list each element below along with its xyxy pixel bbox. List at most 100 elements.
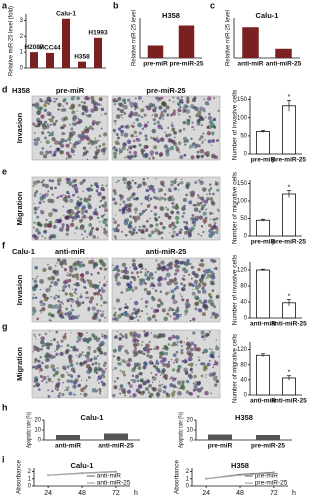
cell bbox=[121, 230, 124, 233]
cell bbox=[69, 297, 71, 300]
cell bbox=[86, 187, 92, 192]
cell bbox=[183, 104, 188, 108]
cell bbox=[132, 307, 137, 312]
cell bbox=[181, 298, 185, 302]
cell bbox=[95, 121, 100, 126]
cell bbox=[165, 133, 169, 138]
cell bbox=[140, 150, 143, 153]
cell bbox=[41, 146, 45, 150]
y-tick-label: 0 bbox=[38, 438, 42, 444]
cell bbox=[50, 275, 56, 281]
cell bbox=[154, 319, 158, 322]
bar bbox=[46, 52, 54, 68]
cell bbox=[85, 114, 88, 116]
cell bbox=[77, 301, 82, 306]
cell bbox=[125, 289, 128, 292]
cell bbox=[62, 336, 64, 338]
chart-title: H358 bbox=[235, 413, 253, 422]
cell bbox=[78, 314, 81, 317]
cell bbox=[70, 304, 73, 307]
cell bbox=[137, 366, 142, 370]
cell bbox=[147, 199, 150, 202]
cell bbox=[180, 96, 183, 98]
cell bbox=[35, 378, 38, 382]
cell bbox=[66, 298, 71, 303]
cell bbox=[145, 305, 148, 308]
cell bbox=[193, 96, 197, 100]
cell bbox=[58, 305, 62, 309]
cell bbox=[84, 126, 88, 129]
cell bbox=[62, 196, 68, 202]
cell bbox=[206, 268, 212, 274]
panel-label: a bbox=[2, 0, 8, 10]
cell bbox=[100, 380, 104, 384]
cell bbox=[172, 311, 177, 316]
cell bbox=[46, 342, 51, 347]
cell bbox=[195, 284, 198, 286]
cell bbox=[94, 288, 97, 290]
x-axis-label: h bbox=[292, 490, 296, 497]
x-tick-label: pre-miR-25 bbox=[272, 157, 306, 164]
cell bbox=[113, 380, 117, 383]
cell bbox=[151, 297, 156, 302]
cell bbox=[77, 260, 80, 263]
cell bbox=[61, 223, 65, 227]
cell bbox=[175, 335, 180, 340]
cell bbox=[203, 348, 208, 354]
cell bbox=[123, 373, 126, 377]
cell bbox=[121, 117, 124, 119]
cell bbox=[211, 289, 215, 292]
cell bbox=[197, 110, 202, 115]
cell bbox=[187, 119, 190, 123]
bar bbox=[282, 193, 296, 237]
cell bbox=[133, 330, 136, 333]
cell bbox=[160, 110, 164, 114]
cell bbox=[68, 391, 73, 396]
cell bbox=[49, 330, 51, 332]
cell bbox=[56, 278, 60, 282]
cell bbox=[37, 223, 41, 227]
cell bbox=[126, 197, 131, 202]
bar bbox=[256, 219, 270, 237]
cell bbox=[113, 307, 116, 310]
cell bbox=[135, 315, 138, 318]
cell bbox=[206, 362, 211, 367]
cell bbox=[85, 291, 89, 295]
cell bbox=[147, 121, 149, 124]
cell bbox=[144, 137, 148, 141]
cell bbox=[210, 187, 213, 190]
cell bbox=[62, 302, 64, 305]
cell bbox=[170, 180, 173, 183]
cell bbox=[93, 349, 97, 353]
cell bbox=[61, 345, 63, 347]
cell bbox=[60, 339, 64, 343]
cell bbox=[83, 285, 87, 289]
cell bbox=[159, 374, 162, 376]
cell bbox=[97, 375, 103, 380]
cell bbox=[119, 392, 122, 395]
cell bbox=[142, 181, 146, 185]
cell bbox=[200, 258, 204, 263]
cell bbox=[75, 354, 78, 356]
cell bbox=[192, 362, 194, 364]
cell bbox=[145, 105, 149, 109]
cell bbox=[177, 265, 181, 269]
panel-label: f bbox=[2, 240, 6, 250]
cell bbox=[134, 154, 138, 158]
cell bbox=[184, 301, 190, 307]
cell bbox=[201, 351, 205, 355]
cell bbox=[40, 141, 42, 143]
cell bbox=[154, 373, 158, 376]
category-label: HCC44 bbox=[39, 45, 61, 52]
cell bbox=[188, 282, 193, 287]
cell bbox=[149, 348, 153, 351]
cell bbox=[184, 358, 186, 361]
cell bbox=[72, 209, 74, 211]
cell bbox=[153, 212, 158, 217]
cell bbox=[65, 386, 67, 389]
cell bbox=[49, 118, 54, 123]
chart-title: Calu-1 bbox=[81, 413, 104, 422]
cell bbox=[131, 231, 136, 235]
cell bbox=[98, 258, 104, 264]
cell bbox=[131, 276, 134, 279]
